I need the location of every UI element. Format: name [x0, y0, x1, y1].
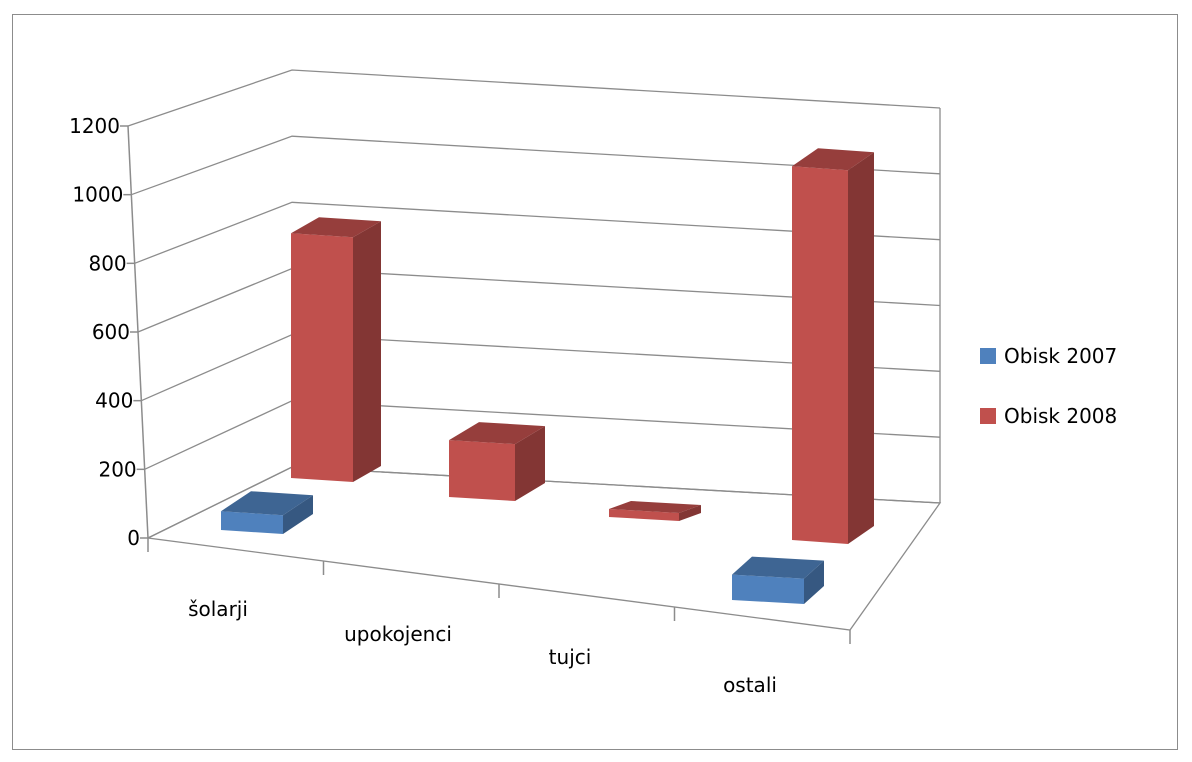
legend-swatch	[980, 408, 996, 424]
bar-side	[353, 221, 381, 482]
bar-top	[221, 491, 313, 516]
x-axis: šolarji upokojenci tujci ostali	[147, 538, 851, 697]
legend-label: Obisk 2007	[1004, 344, 1117, 368]
bar-side	[283, 495, 313, 534]
x-category-label: ostali	[723, 673, 777, 697]
gridline	[131, 135, 941, 196]
bar-2008-tujci	[609, 501, 701, 521]
y-tick-label: 400	[95, 389, 133, 413]
chart-area	[12, 14, 1178, 750]
y-axis-ticks: 0 200 400 600 800 1000 1200	[69, 114, 148, 550]
bar-2008-upokojenci	[449, 422, 545, 501]
y-tick-label: 0	[127, 526, 140, 550]
bar-top	[609, 501, 701, 513]
bar-2007-šolarji	[221, 491, 313, 534]
bar-side	[848, 152, 874, 545]
bar-side	[515, 426, 545, 501]
x-category-label: šolarji	[188, 597, 248, 621]
bar-front	[291, 233, 353, 482]
bar-front	[732, 574, 804, 604]
gridline	[127, 69, 941, 127]
bar-top	[792, 148, 874, 171]
bar-top	[291, 217, 381, 238]
bar-2008-ostali	[792, 148, 874, 545]
legend: Obisk 2007 Obisk 2008	[980, 344, 1117, 428]
y-tick-label: 1000	[72, 183, 123, 207]
bar-front	[221, 511, 283, 534]
bar-front	[792, 166, 848, 545]
x-category-label: upokojenci	[344, 622, 452, 646]
gridline	[134, 201, 941, 264]
y-tick-label: 600	[92, 320, 130, 344]
bar-front	[449, 440, 515, 501]
y-tick-label: 800	[88, 251, 126, 275]
y-tick-label: 1200	[69, 114, 120, 138]
bar-top	[449, 422, 545, 445]
legend-label: Obisk 2008	[1004, 404, 1117, 428]
bar-top	[732, 556, 824, 579]
bar-side	[679, 505, 701, 521]
bar-side	[804, 560, 824, 604]
bar-2007-ostali	[732, 556, 824, 604]
bars	[221, 148, 874, 604]
bar-2008-šolarji	[291, 217, 381, 482]
legend-swatch	[980, 348, 996, 364]
x-category-label: tujci	[549, 645, 592, 669]
y-tick-label: 200	[98, 457, 136, 481]
